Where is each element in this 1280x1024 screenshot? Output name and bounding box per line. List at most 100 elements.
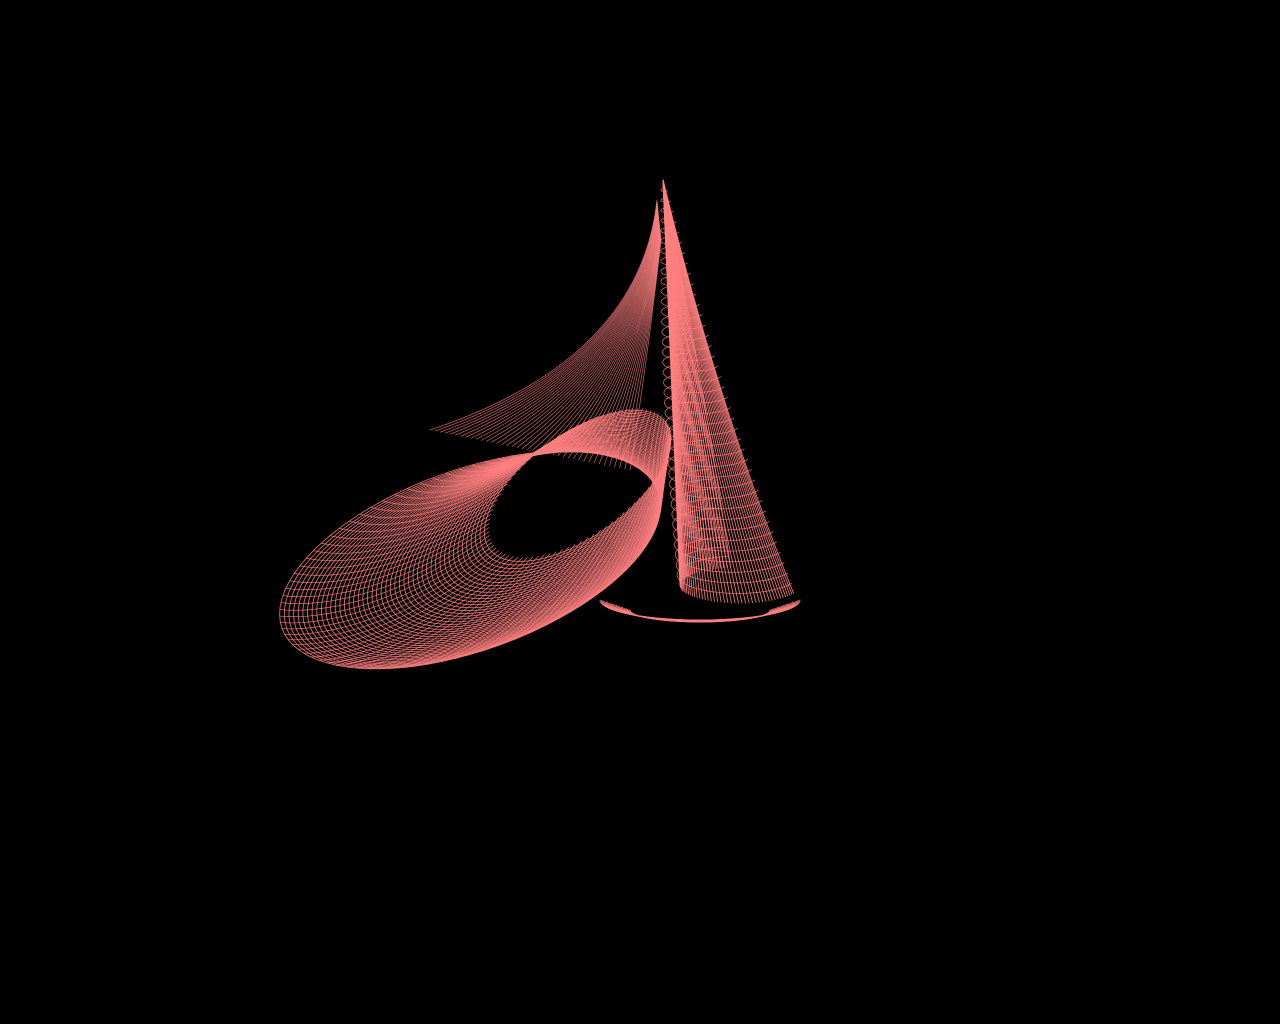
mesh-line [455, 204, 658, 436]
mesh-line [672, 507, 774, 541]
mesh-line [348, 478, 512, 525]
mesh-line [329, 488, 504, 540]
mesh-line [662, 179, 706, 571]
mesh-line [382, 463, 526, 505]
mesh-line [390, 551, 557, 669]
mesh-line [609, 476, 657, 585]
mesh-line [313, 499, 498, 554]
mesh-line [429, 199, 658, 431]
mesh-line [557, 502, 636, 620]
mesh-line [661, 333, 712, 351]
mesh-line [661, 314, 706, 330]
mesh-line [641, 411, 656, 472]
mesh-line [285, 523, 490, 591]
mesh-line [671, 498, 770, 531]
mesh-line [669, 469, 759, 499]
mesh-line [662, 179, 732, 568]
mesh-line [501, 214, 659, 445]
mesh-line [568, 497, 641, 614]
mesh-line [521, 218, 660, 449]
mesh-line [493, 525, 607, 648]
mesh-line [667, 449, 752, 478]
mesh-line [660, 236, 682, 245]
mesh-line [662, 179, 709, 571]
mesh-line [284, 547, 497, 635]
mesh-line [532, 512, 625, 632]
mesh-line [321, 494, 501, 547]
mesh-line [281, 545, 494, 630]
mesh-line [450, 203, 658, 435]
mesh-line [647, 413, 659, 476]
mesh-line [579, 492, 645, 607]
mesh-line [280, 542, 493, 624]
mesh-line [359, 473, 516, 519]
mesh-line [626, 466, 663, 570]
mesh-line [434, 200, 658, 432]
mesh-line [614, 604, 786, 622]
mesh-line [609, 602, 791, 622]
mesh-line [667, 440, 749, 467]
mesh-line [660, 207, 674, 214]
mesh-line [618, 471, 661, 578]
mesh-line [516, 217, 660, 448]
mesh-line [650, 446, 671, 540]
mesh-line [668, 459, 756, 489]
mesh-line [660, 285, 697, 298]
mesh-line [660, 256, 688, 266]
mesh-line [660, 246, 685, 256]
mesh-line [279, 538, 491, 618]
mesh-line [590, 487, 650, 600]
mesh-line [470, 207, 659, 439]
mesh-line [673, 517, 777, 552]
mesh-line [287, 550, 499, 641]
mesh-line [635, 410, 652, 467]
mesh-line [299, 509, 494, 569]
mesh-line [623, 607, 777, 623]
mesh-line [662, 179, 715, 570]
mesh-line [355, 556, 539, 669]
mesh-line [491, 211, 659, 443]
mesh-line [467, 533, 595, 656]
mesh-line [670, 488, 766, 520]
mesh-line [654, 417, 665, 487]
mesh-line [600, 599, 800, 621]
mesh-line [615, 604, 785, 622]
mesh-line [532, 220, 660, 451]
mesh-line [460, 205, 658, 437]
mesh-line [605, 601, 795, 621]
mesh-line [622, 607, 778, 622]
mesh-line [662, 179, 728, 568]
mesh-line [524, 418, 592, 456]
mesh-line [612, 603, 788, 622]
mesh-line [475, 208, 659, 440]
mesh-line [610, 603, 790, 622]
mesh-line [527, 219, 660, 450]
mesh-line [445, 202, 658, 434]
mesh-line [335, 557, 528, 666]
mesh-line [604, 601, 796, 621]
mesh-line [511, 216, 659, 447]
mesh-line [675, 546, 789, 584]
mesh-line [660, 198, 671, 203]
mesh-line [454, 537, 589, 659]
mesh-line [664, 391, 731, 414]
mesh-line [676, 556, 792, 594]
mesh-line [419, 448, 542, 487]
mesh-line [536, 416, 598, 455]
mesh-line [519, 516, 619, 638]
mesh-line [674, 527, 781, 563]
mesh-line [279, 535, 490, 611]
mesh-line [662, 343, 715, 362]
mesh-line [629, 609, 771, 623]
mesh-line [439, 201, 658, 433]
mesh-line [603, 408, 633, 456]
mesh-line [339, 483, 508, 532]
mesh-line [378, 553, 551, 670]
mesh-line [480, 209, 659, 441]
mesh-line [662, 179, 725, 569]
mesh-line [608, 602, 792, 622]
mesh-line [660, 217, 677, 224]
mesh-line [662, 179, 712, 570]
